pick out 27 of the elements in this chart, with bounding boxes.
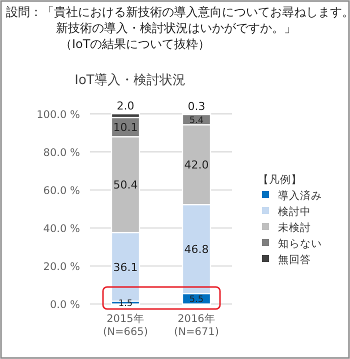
y-tick-label: 80.0 % — [43, 146, 80, 159]
x-tick-label: 2016年 (N=671) — [174, 313, 219, 338]
y-tick-label: 20.0 % — [43, 260, 80, 273]
legend-label: 導入済み — [278, 189, 322, 202]
x-tick-label: 2015年 (N=665) — [103, 313, 148, 338]
data-label: 5.5 — [189, 295, 204, 306]
legend-label: 知らない — [278, 238, 322, 250]
chart-title: IoT導入・検討状況 — [74, 73, 186, 88]
data-label: 42.0 — [184, 158, 209, 172]
data-label: 0.3 — [188, 100, 206, 113]
data-label: 10.1 — [113, 121, 138, 134]
legend-label: 未検討 — [278, 221, 311, 234]
legend-title: 【凡例】 — [258, 173, 302, 186]
legend-label: 無回答 — [278, 254, 311, 266]
data-label: 50.4 — [113, 178, 138, 192]
y-tick-label: 40.0 % — [43, 222, 80, 235]
text: 設問：「貴社における新技術の導入意向についてお尋ねします。 — [6, 5, 350, 19]
data-label: 2.0 — [116, 100, 134, 113]
data-label: 46.8 — [184, 243, 209, 256]
data-label: 36.1 — [113, 260, 138, 274]
y-tick-label: 0.0 % — [50, 299, 80, 311]
y-tick-label: 100.0 % — [36, 108, 80, 121]
text: （IoTの結果について抜粋） — [60, 37, 210, 51]
data-label: 5.4 — [189, 116, 204, 126]
text: 新技術の導入・検討状況はいかがですか。」 — [56, 21, 296, 35]
y-tick-label: 60.0 % — [43, 184, 80, 197]
legend-label: 検討中 — [278, 205, 311, 218]
